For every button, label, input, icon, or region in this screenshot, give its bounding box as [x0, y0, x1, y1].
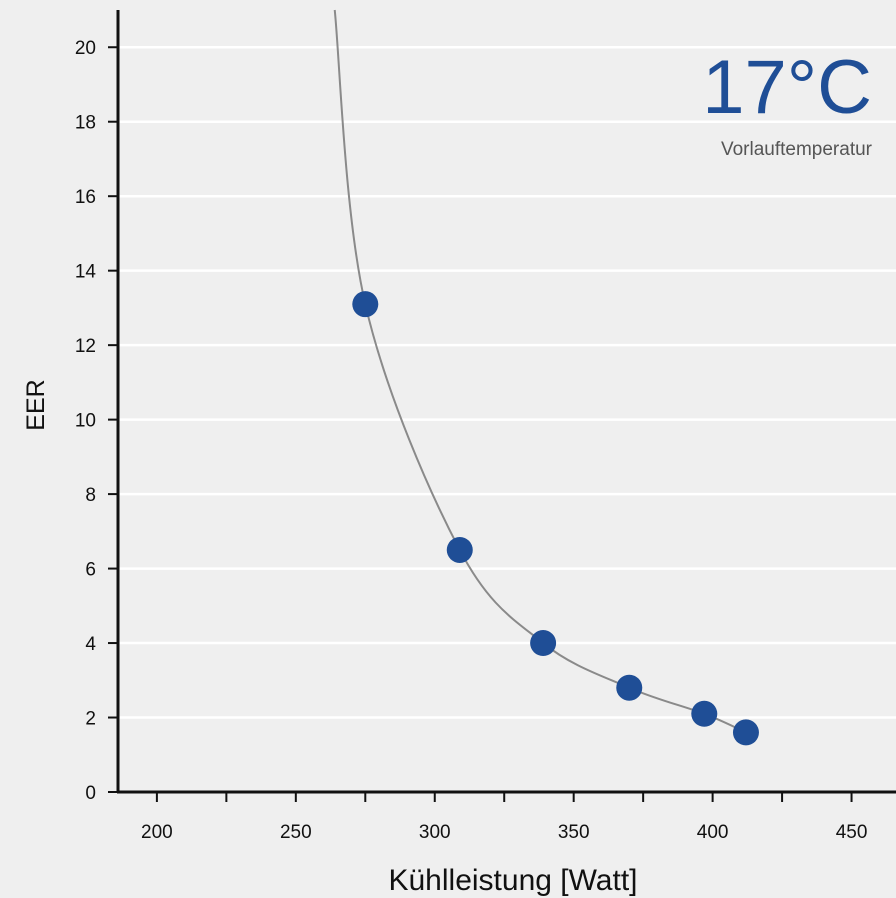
- y-tick-label: 0: [85, 783, 96, 804]
- x-axis-title: Kühlleistung [Watt]: [388, 864, 637, 897]
- y-tick-label: 18: [75, 113, 96, 134]
- grid-lines: [118, 45, 896, 719]
- y-tick-label: 10: [75, 411, 96, 432]
- data-point: [530, 630, 557, 657]
- data-point: [616, 674, 643, 701]
- data-point: [352, 291, 379, 318]
- y-tick-label: 16: [75, 187, 96, 208]
- y-tick-label: 4: [85, 634, 96, 655]
- axes: [108, 10, 896, 802]
- marker-layer: [352, 291, 759, 746]
- temperature-annotation: 17°C: [702, 45, 872, 130]
- y-tick-label: 2: [85, 709, 96, 730]
- eer-curve: [333, 9, 747, 734]
- data-point: [732, 719, 759, 746]
- x-tick-label: 400: [697, 822, 729, 843]
- curve-layer: [333, 9, 747, 734]
- y-tick-label: 12: [75, 336, 96, 357]
- data-point: [446, 536, 473, 563]
- x-tick-label: 200: [141, 822, 173, 843]
- temperature-caption: Vorlauftemperatur: [721, 139, 873, 160]
- x-tick-label: 300: [419, 822, 451, 843]
- x-tick-label: 450: [836, 822, 868, 843]
- y-tick-label: 20: [75, 38, 96, 59]
- tick-labels: 0 2 4 6 8 10 12 14 16 18 20 200 250 300 350 400 450: [75, 38, 868, 843]
- y-tick-label: 8: [85, 485, 96, 506]
- data-point: [691, 700, 718, 727]
- x-tick-label: 250: [280, 822, 312, 843]
- y-tick-label: 6: [85, 560, 96, 581]
- y-axis-title: EER: [22, 379, 50, 430]
- y-tick-label: 14: [75, 262, 97, 283]
- x-tick-label: 350: [558, 822, 590, 843]
